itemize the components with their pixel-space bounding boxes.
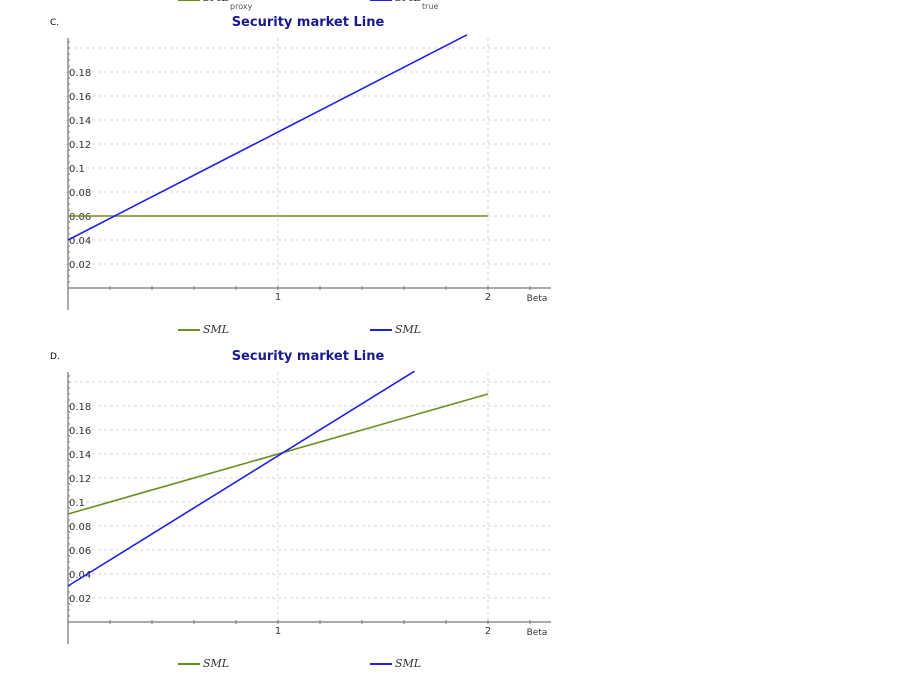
x-tick-label-d: 2 — [485, 626, 491, 637]
series-line-proxy-d — [67, 393, 489, 515]
y-tick-label-d: 0.16 — [69, 426, 91, 437]
series-c — [67, 34, 488, 241]
legend-label-proxy-d: SML — [203, 657, 229, 668]
y-tick-label-c: 0.12 — [69, 140, 91, 151]
y-tick-label-c: 0.14 — [69, 116, 91, 127]
legend-label-true-d: SML — [395, 657, 421, 668]
top-legend-sub-proxy: proxy — [230, 2, 253, 11]
chart-title-c: Security market Line — [232, 15, 385, 30]
x-tick-label-c: 2 — [485, 292, 491, 303]
top-legend-sub-true: true — [422, 2, 438, 11]
legend-d: SMLproxySMLtrue — [178, 657, 421, 668]
chart-panel-c: C. Security market Line 0.02 0.04 0.06 0.08… — [0, 0, 909, 334]
x-axis-label-d: Beta — [527, 628, 548, 638]
y-tick-label-d: 0.18 — [69, 402, 91, 413]
y-tick-label-d: 0.08 — [69, 522, 91, 533]
y-tick-label-c: 0.16 — [69, 92, 91, 103]
y-tick-label-d: 0.14 — [69, 450, 91, 461]
chart-d-svg: D. Security market Line 0.02 0.04 0.06 0.08… — [50, 349, 551, 668]
y-tick-label-d: 0.12 — [69, 474, 91, 485]
x-tick-label-c: 1 — [275, 292, 281, 303]
y-tick-label-c: 0.1 — [69, 164, 85, 175]
y-tick-label-d: 0.04 — [69, 570, 91, 581]
axes-d: 0.02 0.04 0.06 0.08 0.1 0.12 0.14 0.16 0.18 1 2 — [67, 372, 551, 644]
y-tick-label-c: 0.06 — [69, 212, 91, 223]
grid-d — [68, 372, 551, 622]
legend-label-true-c: SML — [395, 323, 421, 334]
top-legend-label-true: SML — [395, 0, 421, 4]
y-tick-label-d: 0.02 — [69, 594, 91, 605]
top-legend-partial: SMLproxySMLtrue — [178, 0, 438, 11]
y-tick-label-d: 0.06 — [69, 546, 91, 557]
y-tick-label-c: 0.18 — [69, 68, 91, 79]
grid-c — [68, 38, 551, 288]
chart-c-svg: C. Security market Line 0.02 0.04 0.06 0.08… — [50, 15, 551, 334]
chart-title-d: Security market Line — [232, 349, 385, 364]
chart-panel-d: D. Security market Line 0.02 0.04 0.06 0.08… — [0, 334, 909, 668]
y-tick-label-c: 0.02 — [69, 260, 91, 271]
y-tick-label-c: 0.08 — [69, 188, 91, 199]
series-line-true-c — [67, 34, 468, 241]
series-line-true-d — [67, 370, 415, 587]
y-tick-label-d: 0.1 — [69, 498, 85, 509]
series-d — [67, 370, 489, 587]
option-letter-d: D. — [50, 352, 60, 362]
axes-c: 0.02 0.04 0.06 0.08 0.1 0.12 0.14 0.16 0.18 1 2 — [67, 38, 551, 310]
top-legend-label-proxy: SML — [203, 0, 229, 4]
y-tick-label-c: 0.04 — [69, 236, 91, 247]
legend-c: SMLproxySMLtrue — [178, 323, 421, 334]
legend-label-proxy-c: SML — [203, 323, 229, 334]
x-axis-label-c: Beta — [527, 294, 548, 304]
option-letter-c: C. — [50, 18, 59, 28]
x-tick-label-d: 1 — [275, 626, 281, 637]
